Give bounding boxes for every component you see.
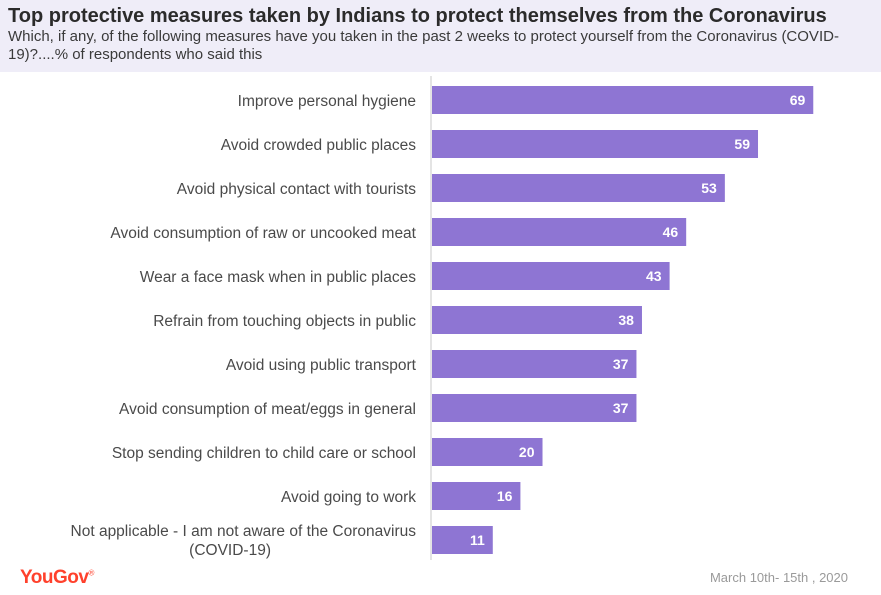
bar <box>432 218 687 246</box>
bar-value-label: 59 <box>734 136 750 152</box>
bar-value-label: 20 <box>519 444 535 460</box>
bar <box>432 86 814 114</box>
bar-value-label: 38 <box>618 312 634 328</box>
category-label: Avoid crowded public places <box>221 137 417 154</box>
bar <box>432 262 670 290</box>
category-label: Avoid going to work <box>281 489 416 506</box>
category-label: Avoid physical contact with tourists <box>177 181 416 198</box>
bar-value-label: 16 <box>497 488 513 504</box>
bar-chart: 69 Improve personal hygiene 59 Avoid crowde… <box>71 76 814 560</box>
bar-value-label: 43 <box>646 268 662 284</box>
yougov-logo: YouGov® <box>20 567 94 588</box>
category-label: Wear a face mask when in public places <box>140 269 417 286</box>
category-label: Avoid consumption of meat/eggs in genera… <box>119 401 416 418</box>
bar <box>432 394 637 422</box>
bar-value-label: 11 <box>470 532 485 548</box>
chart-header: Top protective measures taken by Indians… <box>0 0 881 72</box>
chart-title: Top protective measures taken by Indians… <box>8 5 827 27</box>
chart-subtitle: Which, if any, of the following measures… <box>8 28 839 63</box>
bar <box>432 174 725 202</box>
bar-value-label: 69 <box>790 92 806 108</box>
category-label: Avoid using public transport <box>226 357 417 374</box>
bar <box>432 130 759 158</box>
category-label: Stop sending children to child care or s… <box>112 445 416 462</box>
bar <box>432 438 543 466</box>
category-label: Avoid consumption of raw or uncooked mea… <box>110 225 416 242</box>
bar-value-label: 37 <box>613 400 629 416</box>
bar <box>432 350 637 378</box>
category-label: Not applicable - I am not aware of the C… <box>71 523 417 559</box>
bar-value-label: 53 <box>701 180 717 196</box>
bar <box>432 526 493 554</box>
bar <box>432 482 521 510</box>
category-label: Improve personal hygiene <box>238 93 416 110</box>
category-label: Refrain from touching objects in public <box>153 313 416 330</box>
bar-value-label: 46 <box>663 224 679 240</box>
bar <box>432 306 642 334</box>
survey-date: March 10th- 15th , 2020 <box>709 570 848 585</box>
bar-value-label: 37 <box>613 356 629 372</box>
